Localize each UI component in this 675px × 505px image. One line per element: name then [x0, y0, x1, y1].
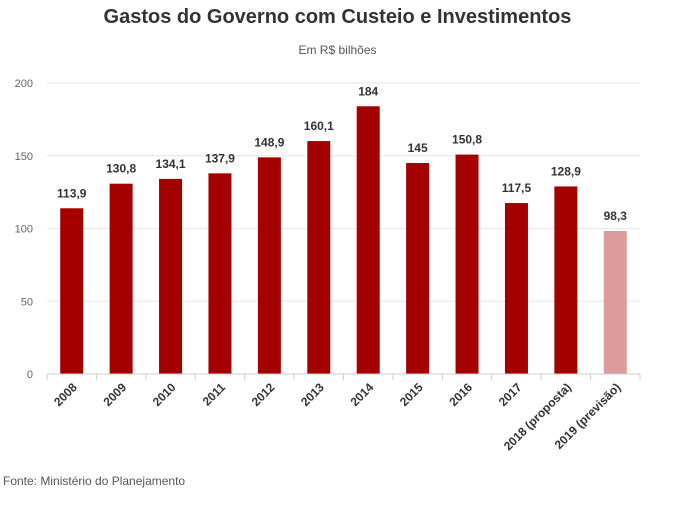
data-label: 184: [358, 84, 378, 98]
x-tick-label: 2014: [348, 380, 377, 409]
data-label: 137,9: [205, 151, 235, 165]
data-label: 130,8: [106, 162, 136, 176]
x-tick-label: 2013: [298, 380, 327, 409]
data-label: 113,9: [57, 186, 87, 200]
chart-subtitle: Em R$ bilhões: [298, 43, 377, 57]
bar-2011[interactable]: [208, 173, 232, 374]
bar-chart: 113,9 130,8 134,1 137,9 148,9 160,1 184 145 150,…: [15, 78, 641, 453]
bar-2015[interactable]: [406, 163, 430, 374]
x-tick-label: 2017: [496, 380, 525, 409]
x-tick-label: 2008: [51, 380, 80, 409]
source-note: Fonte: Ministério do Planejamento: [3, 474, 186, 488]
x-tick-label: 2009: [100, 380, 129, 409]
y-tick-label: 150: [15, 151, 33, 163]
y-tick-label: 200: [15, 78, 33, 90]
data-label: 148,9: [254, 135, 284, 149]
data-label: 134,1: [156, 157, 186, 171]
bar-2009[interactable]: [109, 183, 133, 374]
data-label: 150,8: [452, 133, 482, 147]
bar-2018[interactable]: [554, 186, 578, 374]
bar-2008[interactable]: [60, 208, 84, 374]
bar-2012[interactable]: [257, 157, 281, 374]
x-tick-label: 2010: [150, 380, 179, 409]
bar-2016[interactable]: [455, 154, 479, 374]
data-label: 145: [408, 141, 428, 155]
bar-2013[interactable]: [307, 141, 331, 374]
x-tick-label: 2016: [446, 380, 475, 409]
chart-title: Gastos do Governo com Custeio e Investim…: [103, 6, 572, 28]
data-label: 128,9: [551, 164, 581, 178]
data-label: 117,5: [502, 181, 532, 195]
y-tick-label: 50: [21, 296, 33, 308]
x-tick-label: 2012: [249, 380, 278, 409]
bar-2017[interactable]: [504, 203, 528, 374]
y-tick-label: 0: [27, 369, 33, 381]
bar-2010[interactable]: [159, 178, 183, 374]
bar-2014[interactable]: [356, 106, 380, 374]
bar-2019[interactable]: [603, 230, 627, 374]
data-label: 98,3: [604, 209, 628, 223]
data-label: 160,1: [304, 119, 334, 133]
y-tick-label: 100: [15, 224, 33, 236]
x-tick-label: 2015: [397, 380, 426, 409]
x-tick-label: 2011: [200, 380, 229, 409]
